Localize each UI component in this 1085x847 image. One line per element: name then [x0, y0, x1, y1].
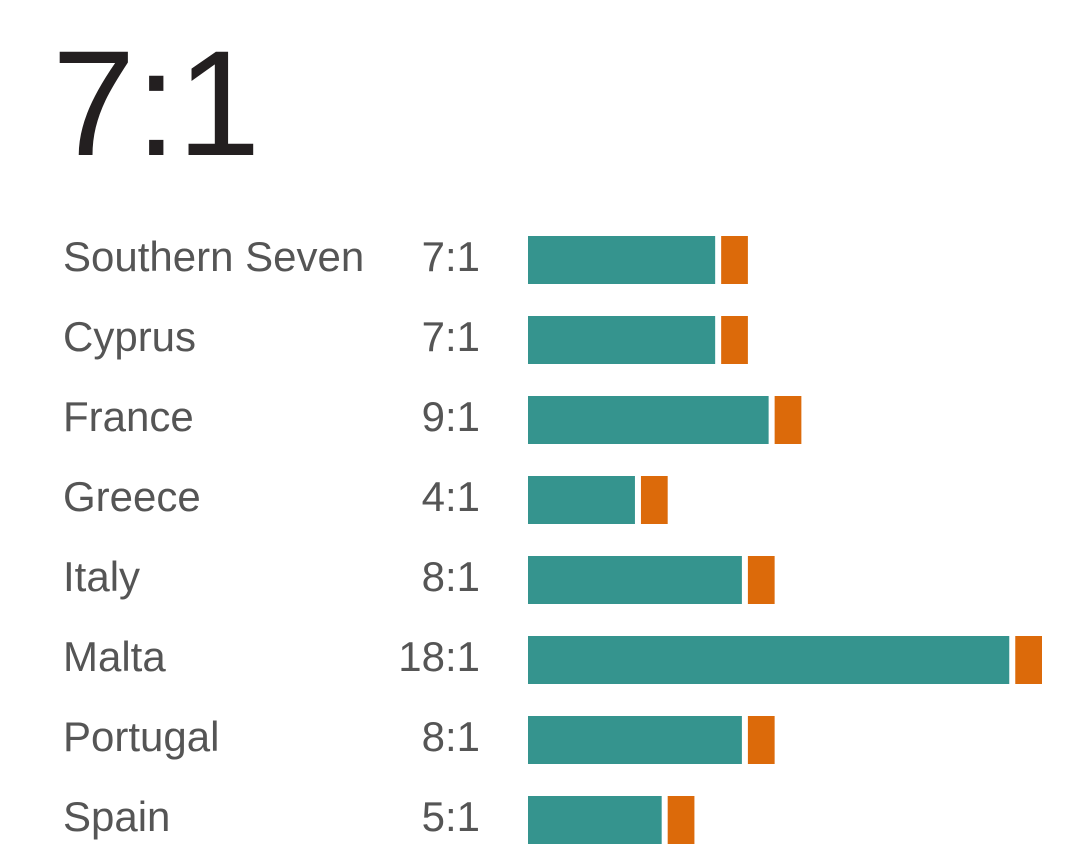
category-label: Greece [63, 473, 201, 520]
bar-segment [528, 396, 769, 444]
bar-segment [528, 796, 662, 844]
ratio-label: 5:1 [422, 793, 480, 840]
bar-segment [528, 236, 716, 284]
category-label: Spain [63, 793, 170, 840]
chart-title: 7:1 [52, 19, 261, 187]
bar-segment [528, 476, 635, 524]
category-label: France [63, 393, 194, 440]
ratio-label: 7:1 [422, 313, 480, 360]
ratio-label: 9:1 [422, 393, 480, 440]
bar-segment [721, 316, 748, 364]
bar-segment [528, 556, 742, 604]
category-label: Cyprus [63, 313, 196, 360]
ratio-label: 7:1 [422, 233, 480, 280]
bar-segment [640, 476, 668, 524]
bar-segment [747, 556, 775, 604]
category-label: Southern Seven [63, 233, 364, 280]
category-label: Italy [63, 553, 140, 600]
category-label: Malta [63, 633, 166, 680]
bar-segment [721, 236, 748, 284]
category-label: Portugal [63, 713, 219, 760]
bar-segment [528, 636, 1010, 684]
bar-segment [747, 716, 775, 764]
bar-segment [667, 796, 695, 844]
ratio-label: 8:1 [422, 553, 480, 600]
ratio-label: 18:1 [398, 633, 480, 680]
bar-segment [528, 716, 742, 764]
ratio-label: 8:1 [422, 713, 480, 760]
bar-segment [528, 316, 716, 364]
bar-segment [1015, 636, 1042, 684]
bar-segment [774, 396, 802, 444]
ratio-label: 4:1 [422, 473, 480, 520]
